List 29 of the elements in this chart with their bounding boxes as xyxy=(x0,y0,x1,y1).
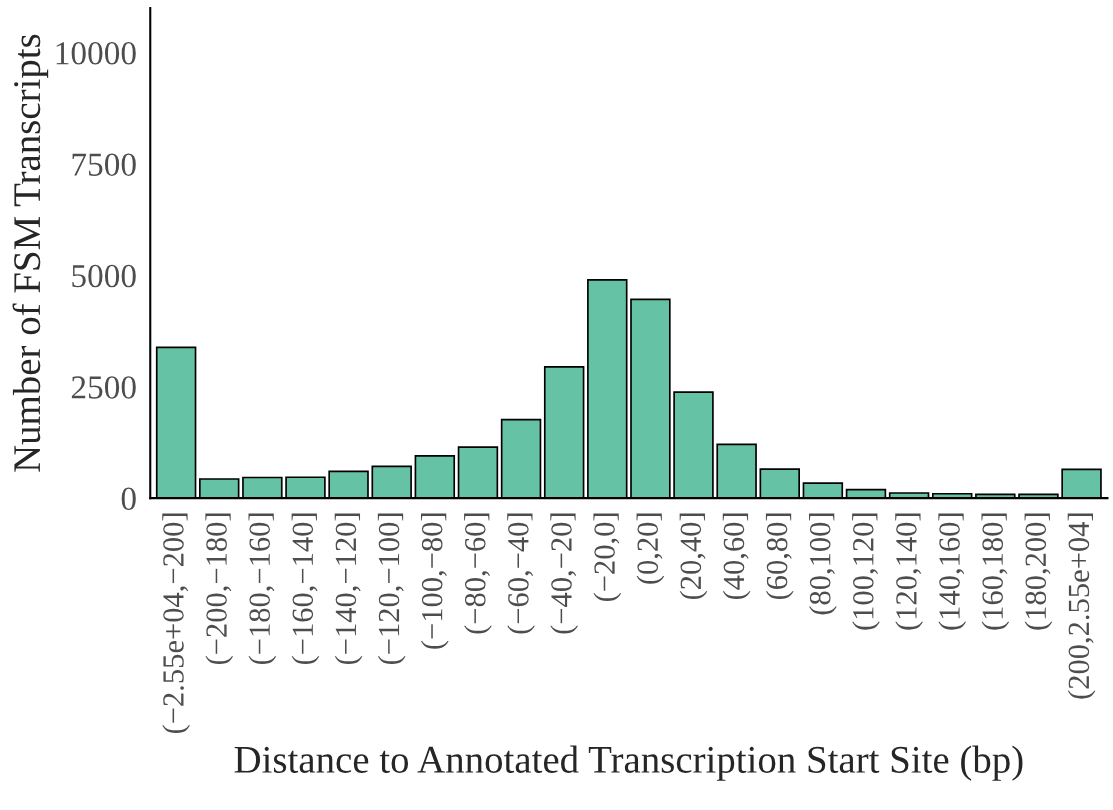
y-tick-label: 5000 xyxy=(72,264,136,288)
x-tick-label: (−160,−140] xyxy=(291,513,320,665)
y-axis-title: Number of FSM Transcripts xyxy=(12,34,49,472)
x-tick-label: (60,80] xyxy=(765,513,794,600)
x-tick-label: (180,200] xyxy=(1024,513,1053,630)
x-tick-label: (140,160] xyxy=(938,513,967,630)
x-tick-label: (40,60] xyxy=(722,513,751,600)
x-tick-label: (−120,−100] xyxy=(377,513,406,665)
x-tick-label: (−60,−40] xyxy=(507,513,535,634)
y-tick-label: 10000 xyxy=(56,42,136,65)
x-tick-label: (−140,−120] xyxy=(334,513,363,665)
x-tick-label: (−20,0] xyxy=(593,513,622,602)
x-tick-label: (−100,−80] xyxy=(420,513,449,649)
x-tick-label: (0,20] xyxy=(636,513,665,584)
x-tick-label: (−180,−160] xyxy=(248,513,277,665)
x-tick-label: (−200,−180] xyxy=(205,513,234,665)
y-tick-label: 7500 xyxy=(72,153,136,176)
x-tick-label: (−2.55e+04,−200] xyxy=(162,513,190,734)
x-tick-label: (80,100] xyxy=(809,513,837,615)
x-tick-label: (200,2.55e+04] xyxy=(1067,513,1096,699)
x-tick-label: (20,40] xyxy=(679,513,708,600)
x-tick-label: (160,180] xyxy=(981,513,1010,630)
y-tick-label: 0 xyxy=(121,487,136,511)
x-axis-title: Distance to Annotated Transcription Start Site (bp) xyxy=(234,745,1023,781)
x-tick-label: (−80,−60] xyxy=(464,513,492,634)
x-tick-label: (−40,−20] xyxy=(550,513,579,634)
y-tick-label: 2500 xyxy=(71,376,136,399)
x-tick-label: (100,120] xyxy=(852,513,880,630)
x-tick-label: (120,140] xyxy=(895,513,923,630)
